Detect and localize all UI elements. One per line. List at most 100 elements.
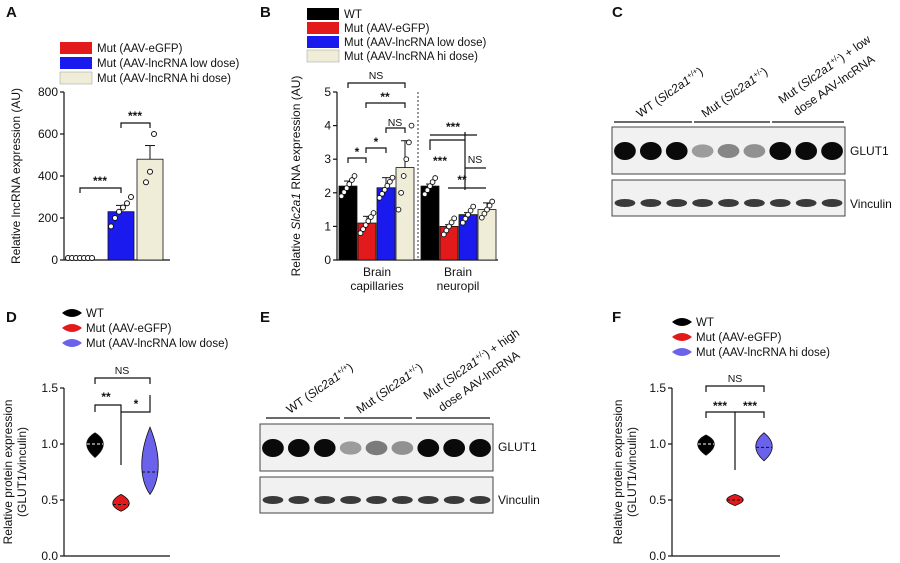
c-group-mut: Mut (Slc2a1+/-) <box>698 64 770 120</box>
d-bracket-2 <box>121 395 151 413</box>
c-glut1-band-4 <box>717 143 740 159</box>
f-significance: *** *** NS <box>705 373 765 470</box>
d-y-axis-label-line2: (GLUT1/vinculin) <box>15 427 29 517</box>
e-glut1-band-3 <box>339 441 362 455</box>
f-y-axis-label-line2: (GLUT1/vinculin) <box>625 427 639 517</box>
e-glut1-band-4 <box>365 440 388 456</box>
legend-d-label-egfp: Mut (AAV-eGFP) <box>86 323 172 335</box>
c-glut1-band-3 <box>691 144 714 158</box>
b-point-1-0-3 <box>429 179 436 185</box>
c-glut1-band-2 <box>665 142 688 160</box>
e-bands <box>262 439 491 504</box>
f-bracket-1 <box>705 411 736 470</box>
f-sig-3: NS <box>728 373 743 385</box>
b-marks <box>338 122 497 261</box>
b-point-1-1-2 <box>446 223 452 230</box>
f-tick-label-1: 0.5 <box>649 493 666 507</box>
b-point-1-2-3 <box>467 207 474 214</box>
b-y-axis-label: Relative Slc2a1 RNA expression (AU) <box>289 76 303 277</box>
d-tick-label-3: 1.5 <box>41 381 58 395</box>
b-sig-6: *** <box>433 154 447 168</box>
a-point-0-6 <box>89 255 95 261</box>
legend-b: WT Mut (AAV-eGFP) Mut (AAV-lncRNA low do… <box>306 8 486 63</box>
d-y-axis-label-line1: Relative protein expression <box>1 400 15 545</box>
f-violin-0 <box>697 434 715 456</box>
d-bracket-1 <box>94 404 122 465</box>
e-band-label-vinculin: Vinculin <box>498 493 540 507</box>
a-tick-label-1: 200 <box>38 211 58 225</box>
a-point-1-0 <box>108 223 114 230</box>
c-glut1-band-1 <box>639 142 662 160</box>
e-group-mut: Mut (Slc2a1+/-) <box>353 360 425 416</box>
a-y-axis-label: Relative lncRNA expression (AU) <box>9 88 23 264</box>
b-bracket-4 <box>365 102 406 108</box>
b-point-1-0-0 <box>421 191 428 197</box>
b-point-0-1-2 <box>362 222 369 228</box>
e-glut1-band-0 <box>262 439 284 457</box>
legend-f-label-egfp: Mut (AAV-eGFP) <box>696 332 782 344</box>
panel-label-e: E <box>260 309 270 326</box>
legend-b-swatch-egfp <box>307 22 339 34</box>
e-glut1-band-6 <box>417 439 440 457</box>
c-vinculin-band-6 <box>769 199 791 207</box>
legend-f-label-hi: Mut (AAV-lncRNA hi dose) <box>696 347 830 359</box>
f-bracket-3 <box>705 385 765 392</box>
e-vinculin-band-3 <box>340 496 361 504</box>
b-point-0-1-3 <box>365 218 372 224</box>
c-bands <box>614 142 843 207</box>
legend-b-swatch-wt <box>307 8 339 20</box>
legend-d-label-wt: WT <box>86 308 104 320</box>
c-glut1-band-6 <box>769 142 792 160</box>
d-sig-3: NS <box>115 365 130 377</box>
b-tick-label-0: 0 <box>324 253 331 267</box>
a-significance: *** *** <box>79 109 151 193</box>
legend-f-swatch-egfp <box>672 333 692 341</box>
panel-label-c: C <box>612 4 623 21</box>
b-point-0-2-4 <box>387 178 393 185</box>
b-category-neuropil-line1: Brain <box>444 265 472 279</box>
b-point-0-1-1 <box>360 226 366 232</box>
f-sig-1: *** <box>713 399 727 413</box>
a-point-1-3 <box>120 204 126 211</box>
b-point-1-0-2 <box>427 183 433 189</box>
f-bracket-2 <box>735 411 765 418</box>
panel-b-bar-chart: WT Mut (AAV-eGFP) Mut (AAV-lncRNA low do… <box>289 8 498 293</box>
b-bracket-1 <box>347 157 367 163</box>
b-point-0-3-2 <box>400 173 407 179</box>
panel-c-western-blot: WT (Slc2a1+/+) Mut (Slc2a1+/-) Mut (Slc2… <box>611 32 892 217</box>
a-tick-label-3: 600 <box>38 127 58 141</box>
legend-f-swatch-hi <box>672 348 692 356</box>
f-y-ticks: 0.0 0.5 1.0 1.5 <box>649 381 672 563</box>
panel-e-western-blot: WT (Slc2a1+/+) Mut (Slc2a1+/-) Mut (Slc2… <box>259 326 540 514</box>
a-point-2-2 <box>151 131 157 137</box>
e-vinculin-band-5 <box>392 496 413 504</box>
panel-label-d: D <box>6 309 17 326</box>
c-vinculin-band-1 <box>640 199 662 207</box>
legend-d-label-low: Mut (AAV-lncRNA low dose) <box>86 338 228 350</box>
b-bracket-5 <box>347 82 406 88</box>
e-vinculin-band-2 <box>314 496 336 504</box>
b-bracket-2 <box>365 147 387 153</box>
b-tick-label-1: 1 <box>324 219 331 233</box>
f-tick-label-2: 1.0 <box>649 437 666 451</box>
b-point-0-2-3 <box>384 182 391 189</box>
b-point-1-2-1 <box>462 215 469 222</box>
legend-a-swatch-egfp <box>60 42 92 54</box>
b-point-0-2-1 <box>379 190 385 197</box>
b-point-1-3-2 <box>484 206 490 213</box>
b-sig-7: *** <box>446 120 460 134</box>
a-sig-2: *** <box>128 109 142 123</box>
legend-d-swatch-egfp <box>62 324 82 332</box>
e-glut1-band-8 <box>469 439 491 457</box>
b-sig-5: NS <box>369 70 384 82</box>
c-glut1-band-5 <box>743 144 766 158</box>
a-point-1-4 <box>124 200 130 207</box>
b-tick-label-3: 3 <box>324 152 331 166</box>
b-point-0-0-3 <box>346 181 353 187</box>
e-glut1-band-7 <box>443 439 466 457</box>
c-glut1-band-7 <box>795 142 818 160</box>
a-point-1-5 <box>128 194 134 200</box>
legend-a-swatch-hi <box>59 71 93 85</box>
legend-f: WT Mut (AAV-eGFP) Mut (AAV-lncRNA hi dos… <box>672 317 830 359</box>
